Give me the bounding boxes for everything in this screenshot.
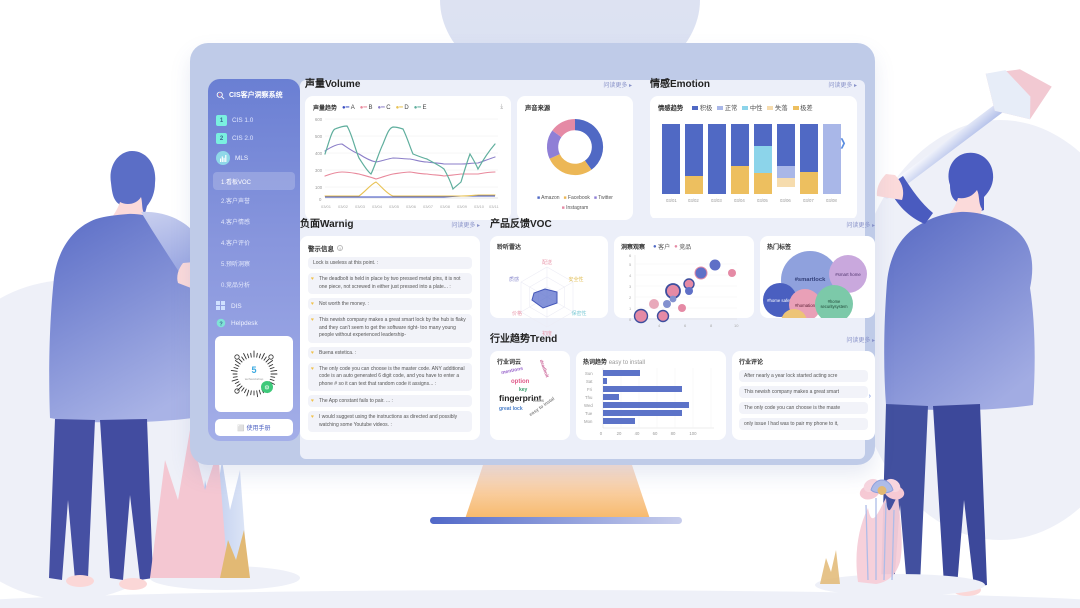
svg-text:03/03: 03/03 [711,198,722,203]
svg-text:03/02: 03/02 [338,204,349,209]
svg-text:0: 0 [319,197,322,202]
svg-text:10: 10 [734,323,739,328]
svg-text:03/04: 03/04 [734,198,745,203]
svg-text:安全性: 安全性 [568,276,583,283]
svg-text:0: 0 [600,431,603,436]
svg-text:03/08: 03/08 [440,204,451,209]
svg-text:03/05: 03/05 [757,198,768,203]
svg-text:Fri: Fri [587,387,592,392]
svg-text:400: 400 [315,151,323,156]
svg-text:4: 4 [629,273,632,278]
svg-text:2: 2 [629,295,632,300]
svg-text:03/02: 03/02 [688,198,699,203]
svg-text:100: 100 [689,431,697,436]
svg-text:03/04: 03/04 [372,204,383,209]
svg-text:03/05: 03/05 [389,204,400,209]
svg-text:Thu: Thu [585,395,593,400]
svg-text:⚙: ⚙ [264,385,269,392]
svg-text:Mon: Mon [584,419,593,424]
svg-text:03/01: 03/01 [321,204,332,209]
svg-text:质感: 质感 [509,276,519,283]
svg-text:40: 40 [635,431,640,436]
svg-text:1: 1 [629,306,632,311]
svg-text:Sat: Sat [586,379,593,384]
svg-text:03/10: 03/10 [474,204,485,209]
svg-text:03/07: 03/07 [803,198,814,203]
svg-text:03/07: 03/07 [423,204,434,209]
svg-text:Sun: Sun [585,371,593,376]
svg-text:6: 6 [684,323,687,328]
svg-text:3: 3 [629,284,632,289]
svg-text:Tue: Tue [585,411,593,416]
svg-text:03/06: 03/06 [406,204,417,209]
svg-text:600: 600 [315,117,323,122]
svg-text:500: 500 [315,134,323,139]
svg-text:03/11: 03/11 [489,204,499,209]
svg-text:5: 5 [251,365,256,375]
svg-text:100: 100 [315,185,323,190]
svg-text:300: 300 [315,168,323,173]
svg-text:60: 60 [653,431,658,436]
svg-text:8: 8 [710,323,713,328]
svg-text:Wed: Wed [584,403,593,408]
svg-text:03/01: 03/01 [666,198,677,203]
svg-text:0: 0 [629,317,632,322]
svg-text:80: 80 [671,431,676,436]
svg-text:价格: 价格 [512,310,522,317]
svg-text:4: 4 [658,323,661,328]
svg-text:20: 20 [617,431,622,436]
svg-text:03/08: 03/08 [826,198,837,203]
svg-text:03/09: 03/09 [457,204,468,209]
svg-text:03/06: 03/06 [780,198,791,203]
svg-text:配送: 配送 [542,259,552,266]
svg-text:03/03: 03/03 [355,204,366,209]
svg-text:保密性: 保密性 [571,310,586,317]
svg-text:6: 6 [629,253,632,258]
svg-text:techworkshop: techworkshop [245,377,264,381]
svg-text:5: 5 [629,262,632,267]
